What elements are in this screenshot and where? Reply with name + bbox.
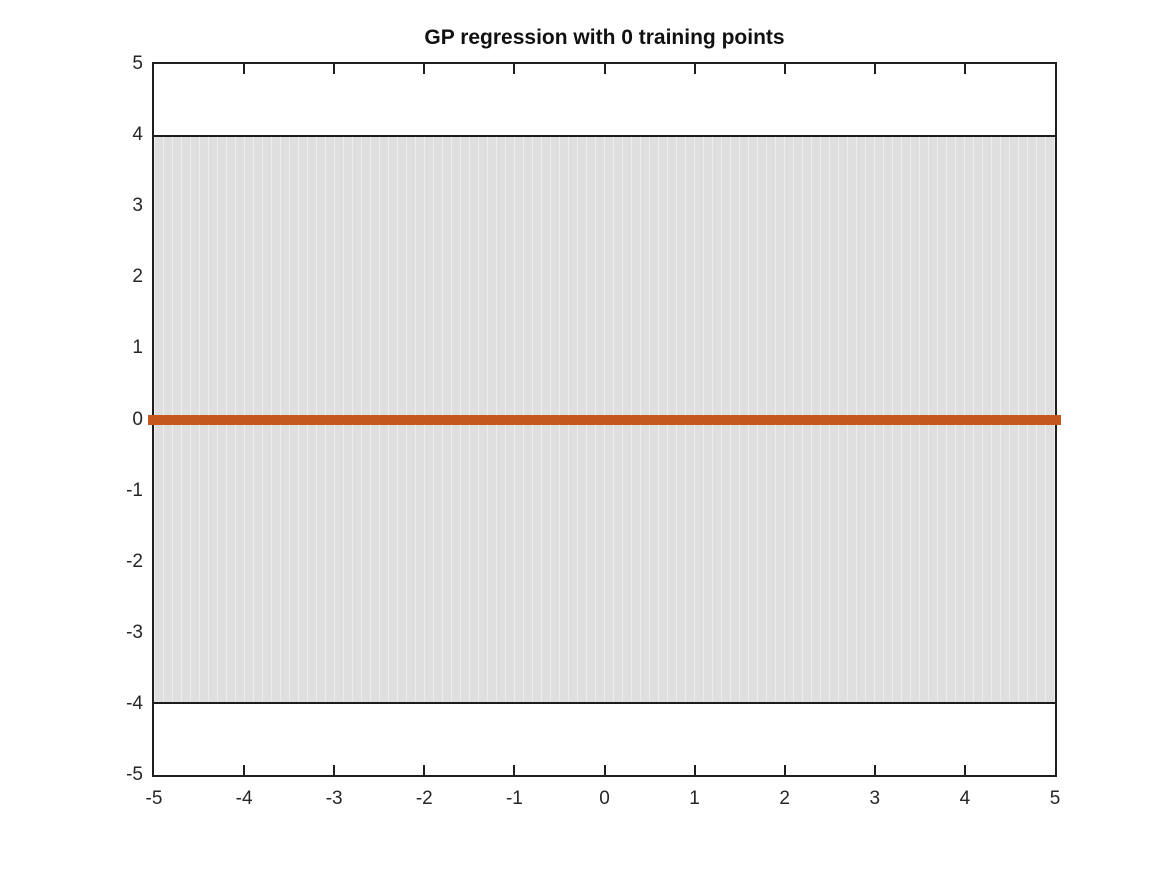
chart-title: GP regression with 0 training points [424,26,785,49]
x-axis-tick-top [963,64,966,74]
gp-mean-line [148,414,1061,425]
x-tick-label: -2 [415,788,433,809]
x-axis-tick-bottom [873,765,876,775]
y-tick-label: 2 [132,266,143,288]
x-axis-tick-top [693,64,696,74]
x-tick-label: 4 [959,788,971,809]
y-tick-label: 1 [132,337,143,359]
x-axis-tick-bottom [333,765,336,775]
y-tick-label: 4 [132,124,143,146]
x-tick-label: 3 [869,788,881,809]
x-axis-tick-bottom [513,765,516,775]
y-tick-label: -1 [126,479,143,501]
x-tick-label: 5 [1049,788,1061,809]
x-axis-tick-bottom [693,765,696,775]
y-tick-label: 5 [132,53,143,74]
x-axis-tick-top [513,64,516,74]
x-axis-tick-bottom [783,765,786,775]
x-axis-tick-top [603,64,606,74]
y-tick-label: -5 [126,764,143,785]
x-axis-tick-top [423,64,426,74]
x-tick-label: -5 [145,788,163,809]
y-tick-label: 3 [132,195,143,217]
y-tick-label: -3 [126,621,143,643]
x-axis-tick-top [243,64,246,74]
plot-area: -5 -4 -3 -2 -1 0 1 2 3 4 5 -5 -4 -3 -2 -1 0 1 2 3 4 5 [126,53,1061,809]
x-axis-tick-bottom [963,765,966,775]
x-tick-label: 2 [779,788,790,809]
x-tick-label: -3 [325,788,343,809]
x-axis-tick-top [783,64,786,74]
x-axis-tick-top [333,64,336,74]
x-axis-tick-bottom [603,765,606,775]
x-tick-label: -1 [505,788,523,809]
y-tick-label: 0 [132,408,143,430]
x-axis-tick-top [873,64,876,74]
x-tick-label: 0 [599,788,610,809]
x-tick-label: 1 [689,788,700,809]
y-tick-label: -2 [126,550,143,572]
x-tick-label: -4 [235,788,253,809]
x-axis-tick-bottom [423,765,426,775]
y-tick-label: -4 [126,692,143,714]
x-axis-tick-bottom [243,765,246,775]
